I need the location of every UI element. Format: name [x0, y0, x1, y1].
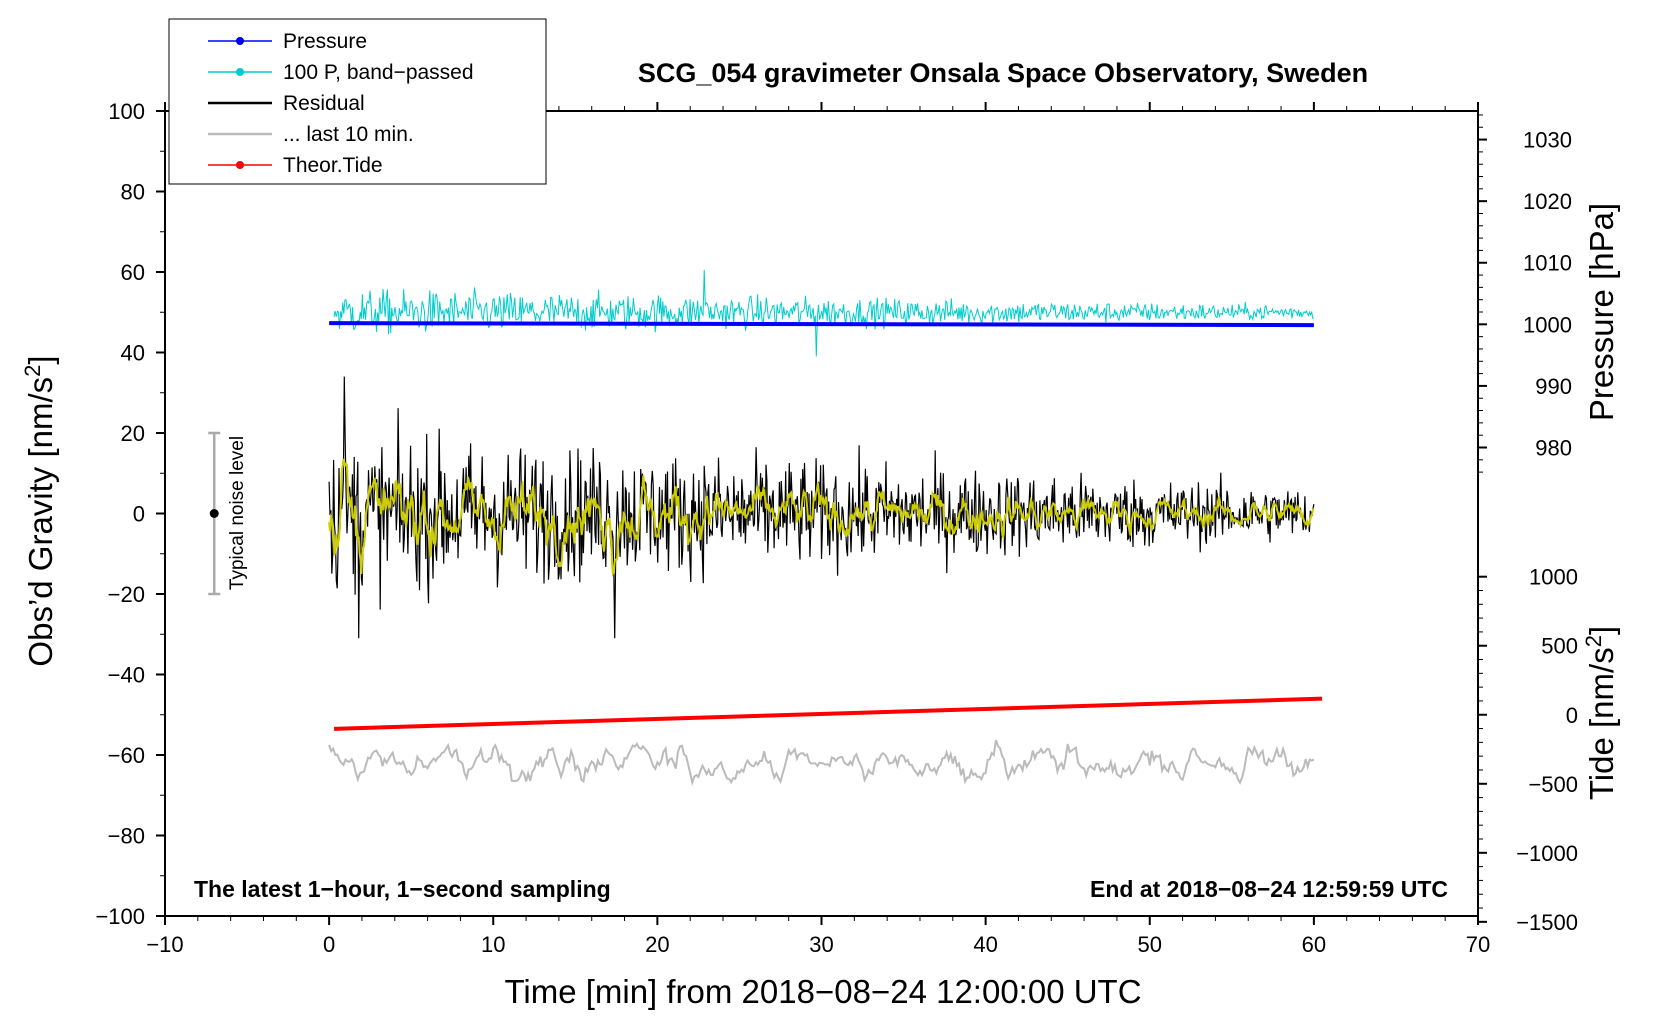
pressure-tick-label: 990 [1535, 374, 1572, 399]
legend-label: ... last 10 min. [283, 123, 414, 146]
last-10-min-line [328, 739, 1315, 787]
pressure-tick-label: 980 [1535, 435, 1572, 460]
tide-tick-label: −500 [1528, 772, 1578, 797]
legend-swatch-dot [236, 161, 244, 169]
y-axis-tide-title: Tide [nm/s2] [1581, 626, 1620, 800]
tide-tick-label: −1000 [1516, 841, 1578, 866]
y-axis-right-tide: 1000 500 0 −500 −1000 −1500 [1478, 565, 1578, 935]
band-passed-pressure-line [333, 269, 1314, 357]
y-tick-label: −100 [95, 904, 145, 929]
noise-bar-center-dot [209, 509, 219, 518]
pressure-tick-label: 1000 [1523, 312, 1572, 337]
x-tick-label: 50 [1138, 932, 1162, 957]
series-last-10-min [328, 739, 1315, 787]
pressure-tick-label: 1030 [1523, 128, 1572, 153]
residual-line [328, 376, 1315, 639]
legend-label: Residual [283, 92, 365, 115]
pressure-tick-label: 1020 [1523, 189, 1572, 214]
y-axis-right-pressure: 1030 1020 1010 1000 990 980 [1478, 114, 1572, 473]
legend-swatch-dot [236, 68, 244, 76]
theoretical-tide-line [333, 696, 1323, 731]
y-tick-label: −40 [108, 663, 145, 688]
legend-label: 100 P, band−passed [283, 61, 474, 84]
x-tick-label: 70 [1466, 932, 1490, 957]
legend-swatch-dot [236, 37, 244, 45]
y-tick-label: −80 [108, 824, 145, 849]
noise-level-label: Typical noise level [227, 436, 248, 590]
series-pressure [329, 321, 1314, 328]
y-axis-pressure-title: Pressure [hPa] [1583, 203, 1620, 421]
end-time-note: End at 2018−08−24 12:59:59 UTC [1090, 876, 1448, 902]
residual-smoothed-line [328, 458, 1315, 578]
sampling-note: The latest 1−hour, 1−second sampling [194, 876, 611, 902]
series-residual-smoothed [328, 458, 1315, 578]
tide-tick-label: 1000 [1529, 565, 1578, 590]
x-tick-label: 60 [1302, 932, 1326, 957]
y-tick-label: −20 [108, 582, 145, 607]
chart-title: SCG_054 gravimeter Onsala Space Observat… [638, 58, 1368, 88]
y-tick-label: 80 [121, 180, 145, 205]
x-tick-label: 30 [809, 932, 833, 957]
x-tick-label: 40 [973, 932, 997, 957]
legend: Pressure 100 P, band−passed Residual ... la… [168, 18, 547, 185]
x-axis: −10 0 10 20 30 40 50 60 70 [146, 102, 1490, 957]
x-tick-label: 10 [481, 932, 505, 957]
legend-label: Theor.Tide [283, 154, 383, 177]
series-theoretical-tide [333, 696, 1323, 731]
tide-tick-label: 500 [1541, 634, 1578, 659]
y-axis-left-title: Obs’d Gravity [nm/s2] [20, 355, 59, 666]
x-axis-title: Time [min] from 2018−08−24 12:00:00 UTC [504, 973, 1141, 1010]
x-tick-label: 20 [645, 932, 669, 957]
pressure-tick-label: 1010 [1523, 251, 1572, 276]
y-tick-label: 40 [121, 341, 145, 366]
x-tick-label: −10 [146, 932, 183, 957]
y-axis-left: 100 80 60 40 20 0 −20 −40 −60 −80 −100 [95, 99, 165, 929]
series-residual [328, 376, 1315, 639]
legend-label: Pressure [283, 30, 367, 53]
series-band-passed-pressure [333, 269, 1314, 357]
pressure-line [329, 321, 1314, 328]
tide-tick-label: −1500 [1516, 910, 1578, 935]
y-tick-label: 60 [121, 260, 145, 285]
y-tick-label: 20 [121, 421, 145, 446]
y-tick-label: −60 [108, 743, 145, 768]
legend-box [168, 18, 547, 185]
tide-tick-label: 0 [1566, 703, 1578, 728]
typical-noise-bar [208, 431, 221, 596]
y-tick-label: 100 [108, 99, 145, 124]
y-tick-label: 0 [133, 502, 145, 527]
x-tick-label: 0 [323, 932, 335, 957]
